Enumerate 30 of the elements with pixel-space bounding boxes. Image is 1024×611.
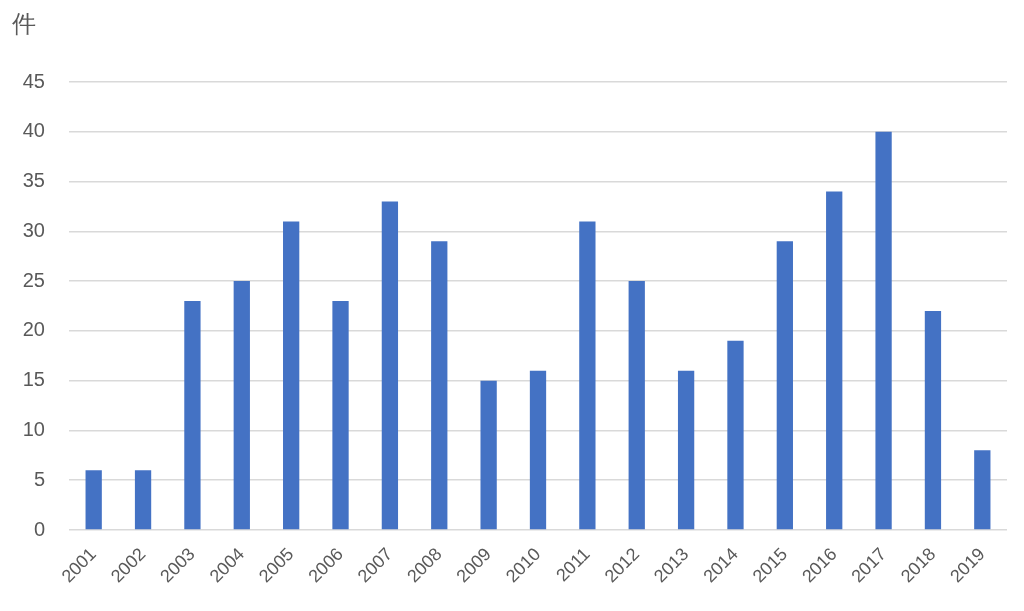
y-tick-label: 40 xyxy=(22,119,45,142)
y-tick-label: 15 xyxy=(22,368,45,391)
y-tick-label: 25 xyxy=(22,268,45,291)
y-tick-label: 35 xyxy=(22,169,45,192)
bar xyxy=(579,221,596,530)
y-axis-title: 件 xyxy=(12,10,36,38)
bar xyxy=(283,221,300,530)
y-tick-label: 20 xyxy=(22,318,45,341)
y-tick-label: 5 xyxy=(33,467,45,490)
y-tick-label: 30 xyxy=(22,218,45,241)
y-tick-label: 10 xyxy=(22,417,45,440)
bar xyxy=(233,281,250,530)
bar xyxy=(134,470,152,530)
bar xyxy=(184,301,201,530)
bar xyxy=(826,191,843,530)
bar xyxy=(727,340,744,530)
bar xyxy=(776,241,793,530)
bar xyxy=(628,281,645,530)
bar xyxy=(381,201,399,530)
bar xyxy=(974,450,991,530)
bar xyxy=(677,370,695,530)
bar xyxy=(480,380,497,530)
bar xyxy=(85,470,102,530)
bar xyxy=(924,310,942,530)
y-tick-label: 0 xyxy=(33,517,45,540)
bar xyxy=(529,370,547,530)
y-tick-label: 45 xyxy=(22,69,45,92)
bar xyxy=(875,131,892,530)
bar xyxy=(332,301,349,530)
bar xyxy=(431,241,448,530)
